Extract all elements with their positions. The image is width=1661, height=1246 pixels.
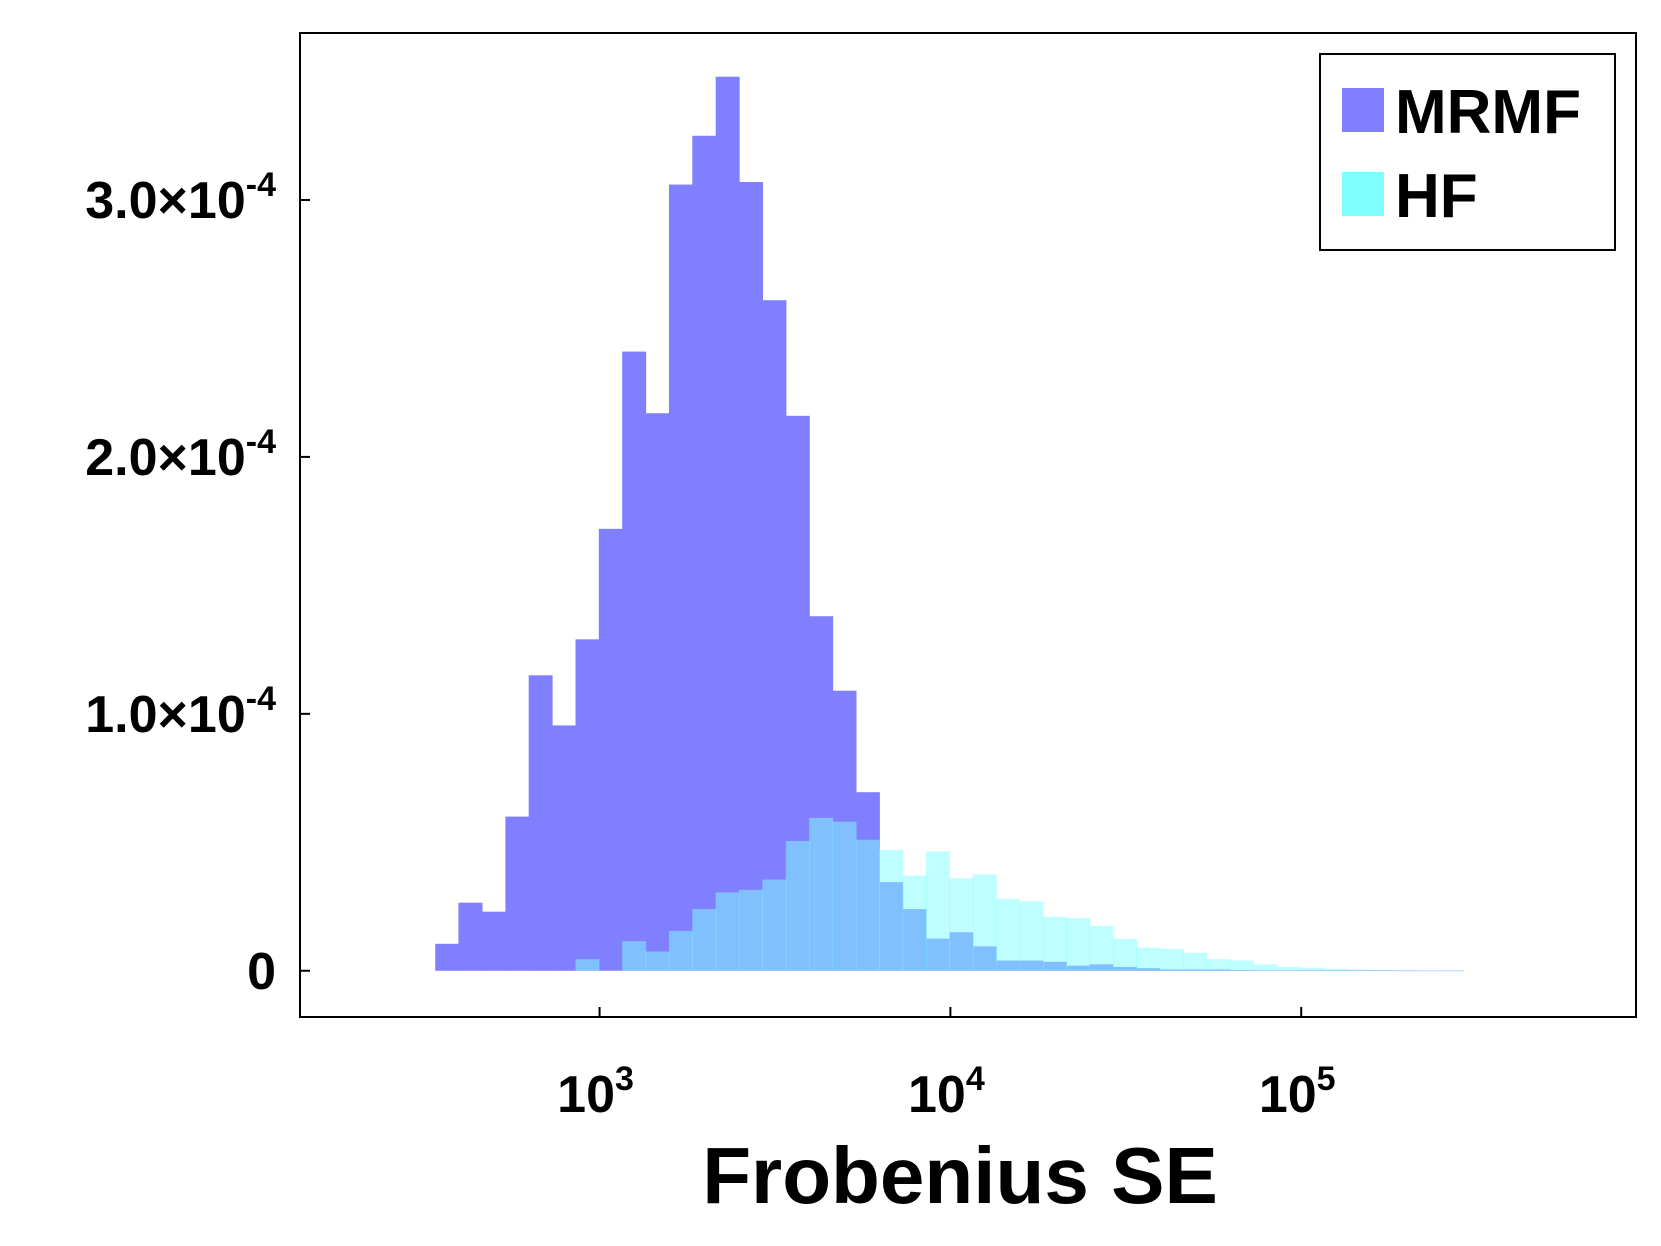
hf-bar — [762, 879, 787, 971]
hf-bar — [1019, 901, 1044, 971]
legend-label-hf: HF — [1395, 162, 1478, 231]
mrmf-bar — [785, 415, 810, 971]
mrmf-bar — [458, 902, 483, 971]
hf-bar — [972, 874, 997, 971]
mrmf-bar — [435, 943, 460, 971]
legend-swatch-mrmf — [1342, 88, 1384, 132]
x-tick-label: 105 — [1259, 1060, 1336, 1124]
hf-bar — [1346, 969, 1371, 971]
hf-bar — [1299, 967, 1324, 971]
hf-bar — [1440, 970, 1465, 972]
hf-bar — [1042, 916, 1067, 971]
mrmf-bar — [762, 300, 787, 971]
hf-bar — [1089, 925, 1114, 971]
hf-bar — [926, 851, 950, 971]
hf-bar — [785, 841, 810, 971]
hf-bar — [1066, 918, 1091, 971]
hf-bar — [1416, 970, 1441, 971]
y-tick-label: 3.0×10-4 — [85, 166, 276, 230]
hf-bar — [809, 817, 834, 971]
hf-bar — [1323, 968, 1348, 971]
mrmf-bar — [668, 184, 693, 971]
mrmf-bar — [505, 816, 530, 971]
hf-bar — [1229, 960, 1254, 971]
x-axis-label: Frobenius SE — [702, 1131, 1218, 1220]
hf-bar — [692, 909, 717, 971]
hf-bar — [1183, 952, 1208, 971]
hf-bar — [1136, 947, 1161, 971]
mrmf-bar — [739, 182, 764, 971]
legend-box — [1319, 53, 1616, 251]
mrmf-bars — [435, 76, 1465, 972]
hf-bar — [1393, 970, 1418, 971]
mrmf-bar — [575, 639, 600, 971]
hf-bar — [645, 951, 670, 971]
hf-bar — [622, 941, 647, 971]
mrmf-bar — [692, 135, 717, 971]
hf-bar — [832, 821, 857, 971]
mrmf-bar — [598, 528, 623, 971]
mrmf-bar — [715, 76, 740, 971]
hf-bar — [1112, 938, 1137, 971]
hf-bar — [715, 892, 740, 971]
hf-bar — [879, 850, 904, 971]
legend-swatch-hf — [1342, 172, 1384, 216]
hf-bar — [1370, 969, 1395, 971]
hf-bar — [1159, 948, 1184, 971]
hf-bars — [575, 817, 1465, 972]
mrmf-bar — [552, 725, 577, 971]
y-tick-label: 1.0×10-4 — [85, 680, 276, 744]
hf-bar — [1253, 964, 1278, 971]
hf-bar — [855, 839, 880, 971]
hf-bar — [1276, 966, 1301, 971]
hf-bar — [949, 878, 974, 971]
hf-bar — [668, 930, 693, 971]
hf-bar — [996, 898, 1021, 971]
x-axis-ticks: 103 104 105 — [557, 1007, 1336, 1124]
hf-bar — [1206, 959, 1231, 971]
plot-frame — [299, 32, 1637, 1018]
hf-bar — [739, 889, 764, 971]
mrmf-bar — [645, 413, 670, 971]
hf-bar — [575, 959, 600, 971]
y-tick-label: 0 — [247, 943, 276, 1001]
mrmf-bar — [481, 911, 506, 971]
x-tick-label: 104 — [908, 1060, 985, 1124]
legend-label-mrmf: MRMF — [1395, 78, 1581, 147]
y-axis-ticks: 0 1.0×10-4 2.0×10-4 3.0×10-4 — [85, 166, 310, 1001]
y-tick-label: 2.0×10-4 — [85, 423, 276, 487]
mrmf-bar — [622, 351, 647, 971]
mrmf-bar — [528, 675, 553, 971]
hf-bar — [902, 875, 927, 971]
legend: MRMF HF — [1319, 53, 1616, 251]
x-tick-label: 103 — [557, 1060, 634, 1124]
mrmf-bar — [1393, 970, 1418, 972]
